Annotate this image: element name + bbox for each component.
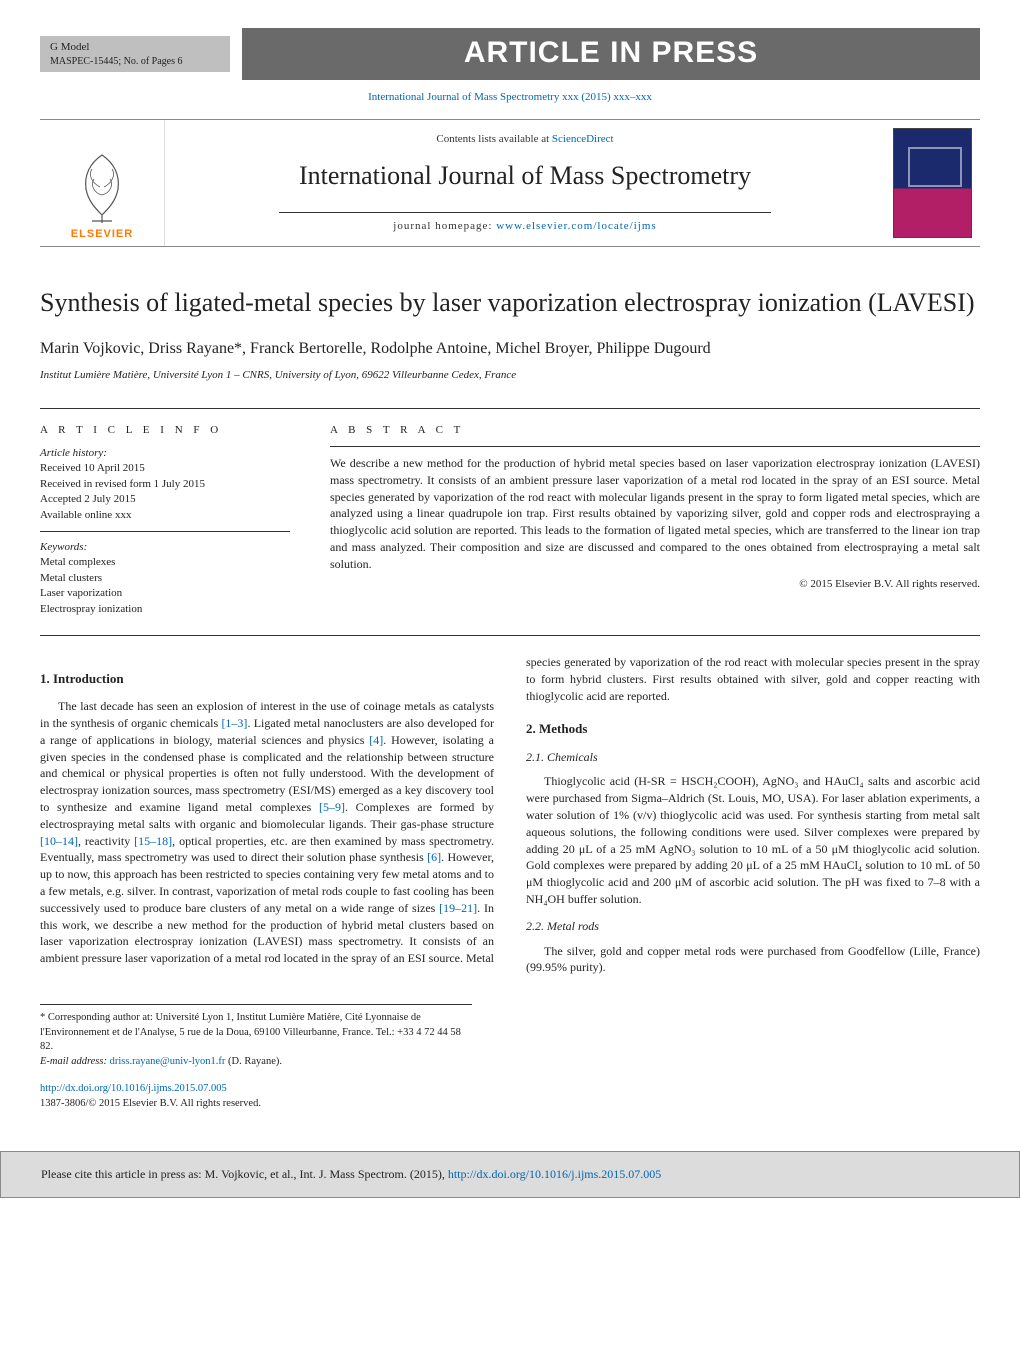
article-title: Synthesis of ligated-metal species by la…: [40, 287, 980, 320]
article-history-block: Article history: Received 10 April 2015 …: [40, 446, 290, 532]
keywords-block: Keywords: Metal complexes Metal clusters…: [40, 540, 290, 617]
journal-header: ELSEVIER Contents lists available at Sci…: [40, 119, 980, 247]
history-revised: Received in revised form 1 July 2015: [40, 477, 290, 492]
history-online: Available online xxx: [40, 508, 290, 523]
publisher-name: ELSEVIER: [71, 227, 133, 242]
cite-doi-link[interactable]: http://dx.doi.org/10.1016/j.ijms.2015.07…: [448, 1167, 661, 1181]
homepage-prefix: journal homepage:: [393, 220, 496, 232]
ref-15-18[interactable]: [15–18]: [134, 834, 172, 848]
abstract-head: A B S T R A C T: [330, 423, 980, 438]
gmodel-box: G Model MASPEC-15445; No. of Pages 6: [40, 36, 230, 71]
keyword-4: Electrospray ionization: [40, 602, 290, 617]
elsevier-tree-icon: [62, 145, 142, 225]
abstract-copyright: © 2015 Elsevier B.V. All rights reserved…: [330, 577, 980, 592]
intro-t5: , reactivity: [78, 834, 134, 848]
keyword-1: Metal complexes: [40, 555, 290, 570]
cite-prefix: Please cite this article in press as: M.…: [41, 1167, 448, 1181]
ref-19-21[interactable]: [19–21]: [439, 901, 477, 915]
journal-ref-link[interactable]: International Journal of Mass Spectromet…: [368, 91, 652, 103]
metal-rods-paragraph: The silver, gold and copper metal rods w…: [526, 943, 980, 977]
gmodel-line1: G Model: [50, 40, 220, 54]
journal-cover-thumbnail: [893, 128, 972, 238]
journal-cover-cell: [885, 120, 980, 246]
ref-5-9[interactable]: [5–9]: [319, 800, 345, 814]
contents-available-line: Contents lists available at ScienceDirec…: [173, 132, 877, 147]
doi-link[interactable]: http://dx.doi.org/10.1016/j.ijms.2015.07…: [40, 1083, 227, 1094]
keyword-3: Laser vaporization: [40, 586, 290, 601]
cite-box: Please cite this article in press as: M.…: [0, 1151, 1020, 1198]
email-link[interactable]: driss.rayane@univ-lyon1.fr: [110, 1056, 226, 1067]
article-in-press-banner: ARTICLE IN PRESS: [242, 28, 980, 80]
publisher-logo-cell: ELSEVIER: [40, 120, 165, 246]
affiliation-line: Institut Lumière Matière, Université Lyo…: [40, 368, 980, 383]
footnotes-block: * Corresponding author at: Université Ly…: [40, 1004, 472, 1070]
keyword-2: Metal clusters: [40, 571, 290, 586]
section-2-1-title: 2.1. Chemicals: [526, 749, 980, 766]
section-1-title: 1. Introduction: [40, 670, 494, 688]
gmodel-line2: MASPEC-15445; No. of Pages 6: [50, 55, 220, 68]
history-accepted: Accepted 2 July 2015: [40, 492, 290, 507]
sciencedirect-link[interactable]: ScienceDirect: [552, 133, 614, 145]
chemicals-paragraph: Thioglycolic acid (H-SR = HSCH₂COOH), Ag…: [526, 773, 980, 907]
ref-6[interactable]: [6]: [427, 850, 441, 864]
abstract-text: We describe a new method for the product…: [330, 455, 980, 573]
section-2-2-title: 2.2. Metal rods: [526, 918, 980, 935]
history-label: Article history:: [40, 446, 290, 461]
keywords-label: Keywords:: [40, 540, 290, 555]
top-bar: G Model MASPEC-15445; No. of Pages 6 ART…: [40, 28, 980, 80]
journal-header-center: Contents lists available at ScienceDirec…: [165, 120, 885, 246]
article-info-row: A R T I C L E I N F O Article history: R…: [40, 408, 980, 617]
doi-block: http://dx.doi.org/10.1016/j.ijms.2015.07…: [40, 1082, 980, 1111]
section-2-title: 2. Methods: [526, 720, 980, 738]
history-received: Received 10 April 2015: [40, 461, 290, 476]
authors-line: Marin Vojkovic, Driss Rayane*, Franck Be…: [40, 338, 980, 360]
article-info-left: A R T I C L E I N F O Article history: R…: [40, 423, 290, 617]
email-label: E-mail address:: [40, 1056, 110, 1067]
article-info-head: A R T I C L E I N F O: [40, 423, 290, 438]
email-suffix: (D. Rayane).: [225, 1056, 282, 1067]
abstract-column: A B S T R A C T We describe a new method…: [330, 423, 980, 617]
contents-prefix: Contents lists available at: [436, 133, 551, 145]
ref-10-14[interactable]: [10–14]: [40, 834, 78, 848]
homepage-link[interactable]: www.elsevier.com/locate/ijms: [496, 220, 656, 232]
journal-reference-line: International Journal of Mass Spectromet…: [40, 90, 980, 105]
issn-copyright: 1387-3806/© 2015 Elsevier B.V. All right…: [40, 1098, 261, 1109]
divider-rule: [40, 635, 980, 636]
email-line: E-mail address: driss.rayane@univ-lyon1.…: [40, 1055, 472, 1070]
ref-4[interactable]: [4]: [369, 733, 383, 747]
journal-homepage-line: journal homepage: www.elsevier.com/locat…: [279, 212, 772, 234]
journal-name: International Journal of Mass Spectromet…: [173, 158, 877, 194]
ref-1-3[interactable]: [1–3]: [221, 716, 247, 730]
body-columns: 1. Introduction The last decade has seen…: [40, 654, 980, 976]
corresponding-author-note: * Corresponding author at: Université Ly…: [40, 1011, 472, 1055]
